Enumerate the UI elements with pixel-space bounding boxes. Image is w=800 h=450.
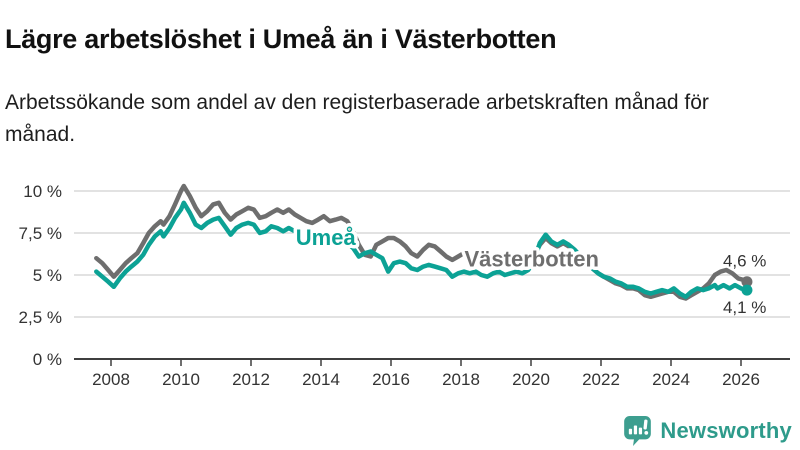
y-tick-label: 10 %: [23, 182, 62, 201]
newsworthy-wordmark: Newsworthy: [660, 418, 792, 443]
series-line-vasterbotten: [94, 183, 750, 301]
y-tick-label: 7,5 %: [19, 224, 62, 243]
x-tick-label: 2026: [722, 370, 760, 389]
x-tick-label: 2012: [232, 370, 270, 389]
x-tick-label: 2024: [652, 370, 690, 389]
end-value-umea: 4,1 %: [723, 298, 766, 317]
chart-subtitle: Arbetssökande som andel av den registerb…: [5, 91, 709, 146]
newsworthy-logo[interactable]: Newsworthy: [624, 416, 792, 446]
x-tick-label: 2020: [512, 370, 550, 389]
y-tick-label: 5 %: [33, 266, 62, 285]
chart-title: Lägre arbetslöshet i Umeå än i Västerbot…: [5, 24, 557, 55]
x-tick-label: 2010: [162, 370, 200, 389]
series-line-umea: [94, 200, 750, 300]
series-label-umea: Umeå: [296, 225, 357, 250]
newsworthy-logo-icon: [624, 416, 652, 446]
end-value-vasterbotten: 4,6 %: [723, 252, 766, 271]
x-tick-label: 2018: [442, 370, 480, 389]
x-tick-label: 2008: [92, 370, 130, 389]
x-tick-label: 2014: [302, 370, 340, 389]
end-dot-umea: [741, 284, 753, 296]
y-tick-label: 0 %: [33, 350, 62, 369]
x-tick-label: 2022: [582, 370, 620, 389]
series-label-vasterbotten: Västerbotten: [465, 247, 599, 272]
y-tick-label: 2,5 %: [19, 308, 62, 327]
x-tick-label: 2016: [372, 370, 410, 389]
end-dot-vasterbotten: [741, 276, 753, 288]
